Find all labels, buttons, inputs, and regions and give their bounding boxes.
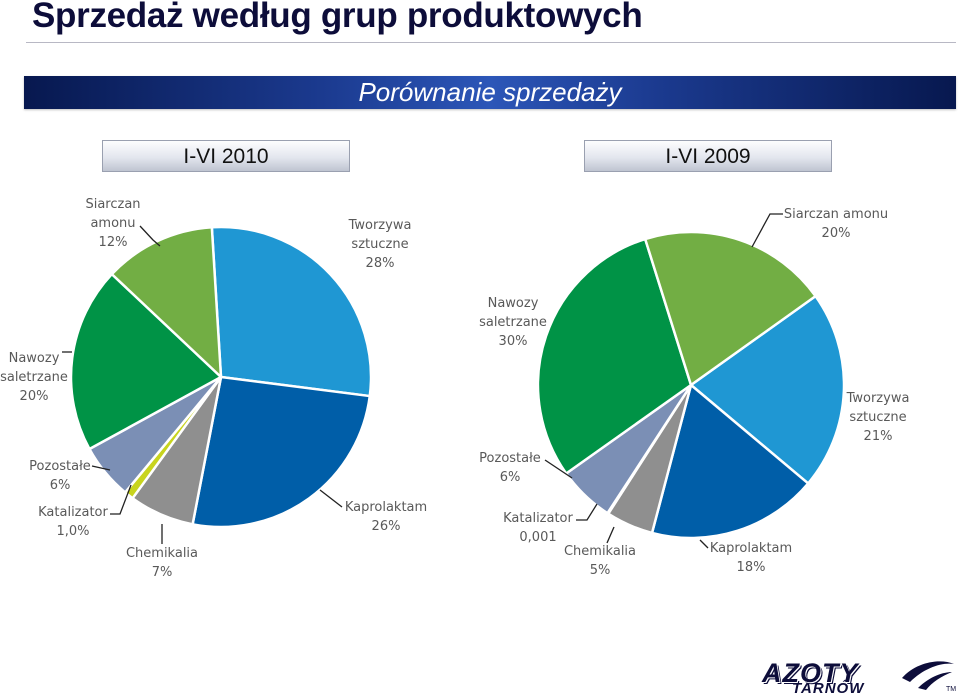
comparison-banner: Porównanie sprzedaży: [24, 76, 956, 109]
pie-2010-slice-kaprolaktam: [191, 375, 372, 529]
pie-2009-leader-kaprolaktam: [699, 539, 709, 549]
logo-subtext: TARNÓW: [792, 680, 865, 697]
pie-2010-label-tworzywa-sztuczne: Tworzywa sztuczne 28%: [348, 218, 412, 271]
period-label-2009: I-VI 2009: [584, 140, 832, 172]
pie-2010-label-pozostale: Pozostałe 6%: [29, 459, 91, 493]
azoty-tarnow-logo: AZOTY TARNÓW TM: [758, 658, 958, 697]
pie-2010-slice-siarczan-amonu: [110, 226, 223, 379]
pie-2009-slice-tworzywa-sztuczne: [689, 294, 846, 485]
page-title: Sprzedaż według grup produktowych: [32, 0, 643, 35]
logo-text: AZOTY: [762, 658, 859, 688]
pie-2010-leader-pozostale: [91, 465, 111, 471]
pie-2009-slice-siarczan-amonu: [643, 230, 817, 387]
title-divider: [26, 42, 956, 43]
pie-2009-label-katalizator: Katalizator 0,001: [503, 511, 573, 545]
period-label-2010: I-VI 2010: [102, 140, 350, 172]
pie-2009-slice-kaprolaktam: [650, 383, 810, 540]
pie-2009: Tworzywa sztuczne 21% Kaprolaktam 18% Chemika…: [479, 207, 909, 578]
pie-2010-leader-siarczan-amonu: [139, 225, 161, 247]
pie-2010-label-kaprolaktam: Kaprolaktam 26%: [345, 500, 427, 534]
pie-2009-leader-chemikalia: [606, 526, 615, 544]
pie-2009-label-pozostale: Pozostałe 6%: [479, 451, 541, 485]
pie-2010-leader-katalizator: [110, 484, 132, 515]
pie-2009-slice-nawozy-saletrzane: [536, 237, 693, 475]
pie-2009-label-nawozy-saletrzane: Nawozy saletrzane 30%: [479, 296, 547, 349]
pie-2010-label-katalizator: Katalizator 1,0%: [38, 505, 108, 539]
pie-2010-slice-tworzywa-sztuczne: [210, 225, 373, 398]
pie-2009-leader-siarczan-amonu: [751, 213, 783, 248]
pie-2010-label-nawozy-saletrzane: Nawozy saletrzane 20%: [0, 351, 68, 404]
banner-title: Porównanie sprzedaży: [358, 77, 622, 107]
trademark-mark: TM: [946, 686, 957, 693]
pie-2009-leader-katalizator: [576, 503, 598, 521]
pie-2009-label-siarczan-amonu: Siarczan amonu 20%: [784, 207, 888, 241]
pie-2009-label-tworzywa-sztuczne: Tworzywa sztuczne 21%: [846, 391, 910, 444]
pie-2009-leader-pozostale: [544, 459, 573, 479]
pie-2009-label-chemikalia: Chemikalia 5%: [564, 544, 636, 578]
pie-2010-label-siarczan-amonu: Siarczan amonu 12%: [85, 197, 140, 250]
pie-2009-label-kaprolaktam: Kaprolaktam 18%: [710, 541, 792, 575]
swoosh-icon: [902, 661, 954, 690]
pie-2010-slice-nawozy-saletrzane: [69, 272, 223, 451]
pie-2010: Tworzywa sztuczne 28% Kaprolaktam 26% Chemika…: [0, 197, 427, 580]
pie-2010-label-chemikalia: Chemikalia 7%: [126, 546, 198, 580]
pie-2010-leader-kaprolaktam: [319, 489, 343, 508]
